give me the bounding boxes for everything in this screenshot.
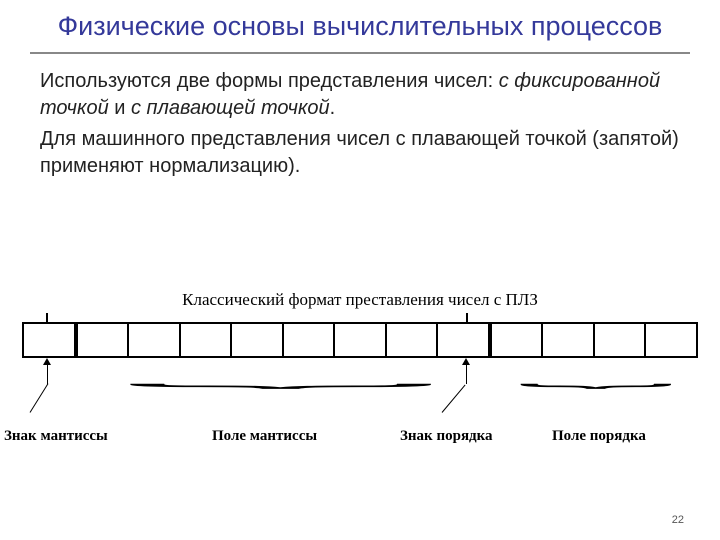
label-mantissa-field: Поле мантиссы [212,428,317,445]
arrow-line-order-sign-d [442,385,466,413]
p1-mid: и [109,97,131,119]
arrow-line-mantissa-sign-d [30,383,49,412]
body-text: Используются две формы представления чис… [0,54,720,180]
cell [129,322,181,358]
label-order-sign: Знак порядка [400,428,493,445]
label-order-field: Поле порядка [552,428,646,445]
label-mantissa-sign: Знак мантиссы [4,428,108,445]
cells-row [22,322,698,358]
cell [595,322,647,358]
cell [492,322,544,358]
paragraph-1: Используются две формы представления чис… [40,68,680,122]
diagram-labels: Знак мантиссы Поле мантиссы Знак порядка… [22,428,698,452]
cell [543,322,595,358]
p1-em2: с плавающей точкой [131,97,330,119]
brace-mantissa-field: ⏟ [0,363,720,388]
diagram: Классический формат преставления чисел с… [22,290,698,452]
cell [387,322,439,358]
page-number: 22 [672,514,684,526]
brace-order-field: ⏟ [168,363,720,388]
cell [284,322,336,358]
arrow-line-mantissa-sign-v [47,364,48,384]
cell [646,322,698,358]
cell [24,322,78,358]
annotations-row: ⏟ ⏟ [22,358,698,428]
slide-title: Физические основы вычислительных процесс… [0,0,720,50]
p1-post: . [330,97,336,119]
arrow-line-order-sign-v [466,364,467,384]
tick-order-sign [466,313,468,322]
cell [438,322,492,358]
diagram-title: Классический формат преставления чисел с… [22,290,698,310]
paragraph-2: Для машинного представления чисел с плав… [40,126,680,180]
tick-mantissa-sign [46,313,48,322]
cell [335,322,387,358]
cell [78,322,130,358]
p1-pre: Используются две формы представления чис… [40,70,499,92]
slide-title-text: Физические основы вычислительных процесс… [58,11,663,41]
cell [181,322,233,358]
cell [232,322,284,358]
